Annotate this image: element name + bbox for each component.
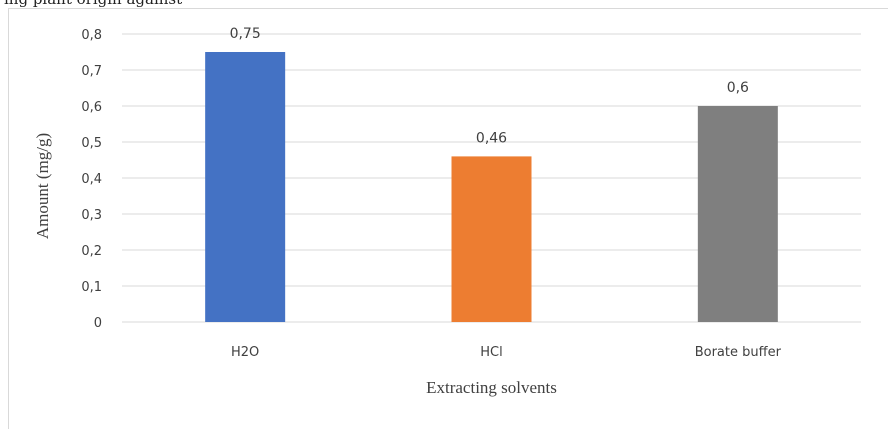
- data-labels: 0,75 0,46 0,6: [230, 26, 749, 146]
- y-tick-label: 0,4: [81, 172, 102, 187]
- bar-h2o: [205, 52, 286, 322]
- chart-frame: [8, 8, 888, 429]
- category-labels: H2O HCl Borate buffer: [231, 345, 782, 360]
- y-tick-label: 0,1: [81, 280, 102, 295]
- y-tick-label: 0: [94, 316, 102, 331]
- data-label: 0,46: [476, 130, 507, 146]
- y-tick-label: 0,3: [81, 208, 102, 223]
- y-tick-label: 0,5: [81, 136, 102, 151]
- y-axis-title: Amount (mg/g): [33, 133, 52, 239]
- data-label: 0,75: [230, 26, 261, 42]
- y-tick-labels: 0 0,1 0,2 0,3 0,4 0,5 0,6 0,7 0,8: [81, 28, 102, 331]
- clipped-caption: ing plant origin against: [4, 0, 182, 8]
- bar-hcl: [451, 156, 532, 322]
- y-tick-label: 0,6: [81, 100, 102, 115]
- y-tick-label: 0,7: [81, 64, 102, 79]
- y-tick-label: 0,8: [81, 28, 102, 43]
- category-label: HCl: [480, 345, 502, 360]
- x-axis-title: Extracting solvents: [426, 378, 557, 397]
- bar-borate-buffer: [697, 106, 778, 322]
- y-tick-label: 0,2: [81, 244, 102, 259]
- category-label: H2O: [231, 345, 259, 360]
- clipped-caption-text: ing plant origin against: [0, 0, 891, 8]
- category-label: Borate buffer: [695, 345, 782, 360]
- data-label: 0,6: [727, 80, 749, 96]
- bars: [205, 52, 778, 322]
